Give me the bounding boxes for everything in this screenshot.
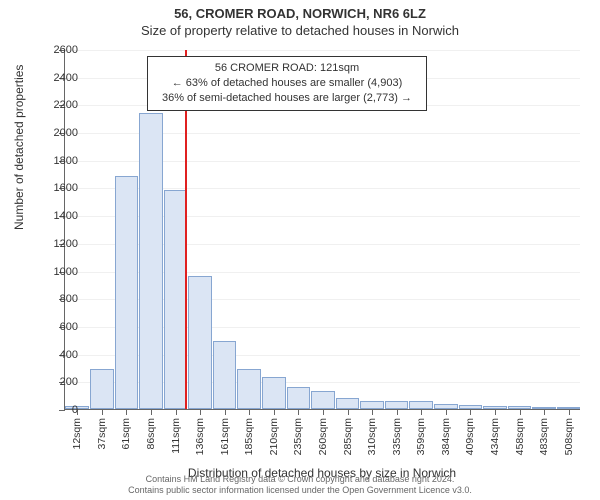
x-tick	[348, 409, 349, 415]
histogram-bar	[164, 190, 188, 409]
x-tick-label: 483sqm	[538, 418, 550, 455]
histogram-bar	[213, 341, 237, 409]
page-title: 56, CROMER ROAD, NORWICH, NR6 6LZ	[0, 0, 600, 21]
y-tick	[59, 410, 65, 411]
y-tick-label: 1200	[54, 238, 78, 250]
y-tick-label: 1600	[54, 182, 78, 194]
y-tick-label: 1800	[54, 155, 78, 167]
histogram-bar	[90, 369, 114, 409]
x-tick-label: 335sqm	[391, 418, 403, 455]
histogram-bar	[237, 369, 261, 409]
x-tick-label: 61sqm	[120, 418, 132, 450]
x-tick	[176, 409, 177, 415]
y-tick-label: 1400	[54, 210, 78, 222]
footnote-line: Contains public sector information licen…	[0, 485, 600, 496]
y-tick-label: 2600	[54, 44, 78, 56]
histogram-bar	[115, 176, 139, 409]
x-tick-label: 210sqm	[268, 418, 280, 455]
x-tick-label: 359sqm	[415, 418, 427, 455]
chart-container: 56, CROMER ROAD, NORWICH, NR6 6LZ Size o…	[0, 0, 600, 500]
annotation-box: 56 CROMER ROAD: 121sqm← 63% of detached …	[147, 56, 427, 111]
y-tick-label: 2400	[54, 72, 78, 84]
histogram-bar	[139, 113, 163, 409]
y-tick-label: 600	[60, 321, 78, 333]
x-tick	[470, 409, 471, 415]
y-tick-label: 400	[60, 349, 78, 361]
histogram-bar	[385, 401, 409, 409]
plot-region: 12sqm37sqm61sqm86sqm111sqm136sqm161sqm18…	[64, 50, 580, 410]
histogram-bar	[409, 401, 433, 409]
x-tick	[323, 409, 324, 415]
x-tick	[249, 409, 250, 415]
x-tick-label: 86sqm	[145, 418, 157, 450]
y-tick-label: 2000	[54, 127, 78, 139]
x-tick-label: 185sqm	[243, 418, 255, 455]
histogram-bar	[311, 391, 335, 409]
footnote-line: Contains HM Land Registry data © Crown c…	[0, 474, 600, 485]
x-tick	[274, 409, 275, 415]
y-tick-label: 200	[60, 376, 78, 388]
x-tick	[200, 409, 201, 415]
chart-subtitle: Size of property relative to detached ho…	[0, 21, 600, 38]
x-tick	[298, 409, 299, 415]
annotation-line: ← 63% of detached houses are smaller (4,…	[156, 76, 418, 91]
x-tick-label: 310sqm	[366, 418, 378, 455]
x-tick-label: 508sqm	[563, 418, 575, 455]
histogram-bar	[287, 387, 311, 409]
histogram-bar	[262, 377, 286, 409]
annotation-line: 56 CROMER ROAD: 121sqm	[156, 61, 418, 76]
x-tick	[544, 409, 545, 415]
y-tick-label: 0	[72, 404, 78, 416]
footnote: Contains HM Land Registry data © Crown c…	[0, 474, 600, 497]
x-tick-label: 458sqm	[514, 418, 526, 455]
y-tick-label: 800	[60, 293, 78, 305]
y-axis-label: Number of detached properties	[12, 65, 26, 230]
x-tick	[495, 409, 496, 415]
x-tick-label: 161sqm	[219, 418, 231, 455]
x-tick	[446, 409, 447, 415]
x-tick-label: 260sqm	[317, 418, 329, 455]
x-tick	[397, 409, 398, 415]
x-tick	[520, 409, 521, 415]
y-tick-label: 2200	[54, 99, 78, 111]
x-tick	[225, 409, 226, 415]
y-tick-label: 1000	[54, 266, 78, 278]
gridline	[65, 50, 580, 51]
x-tick-label: 285sqm	[342, 418, 354, 455]
x-tick	[569, 409, 570, 415]
x-tick-label: 409sqm	[464, 418, 476, 455]
x-tick-label: 37sqm	[96, 418, 108, 450]
x-tick-label: 384sqm	[440, 418, 452, 455]
x-tick	[126, 409, 127, 415]
x-tick	[421, 409, 422, 415]
x-tick	[102, 409, 103, 415]
x-tick-label: 12sqm	[71, 418, 83, 450]
histogram-bar	[336, 398, 360, 409]
x-tick	[151, 409, 152, 415]
chart-area: 12sqm37sqm61sqm86sqm111sqm136sqm161sqm18…	[64, 50, 580, 410]
annotation-line: 36% of semi-detached houses are larger (…	[156, 91, 418, 106]
histogram-bar	[188, 276, 212, 409]
histogram-bar	[360, 401, 384, 409]
x-tick-label: 434sqm	[489, 418, 501, 455]
x-tick-label: 136sqm	[194, 418, 206, 455]
x-tick	[372, 409, 373, 415]
x-tick-label: 111sqm	[170, 418, 182, 454]
x-tick-label: 235sqm	[292, 418, 304, 455]
